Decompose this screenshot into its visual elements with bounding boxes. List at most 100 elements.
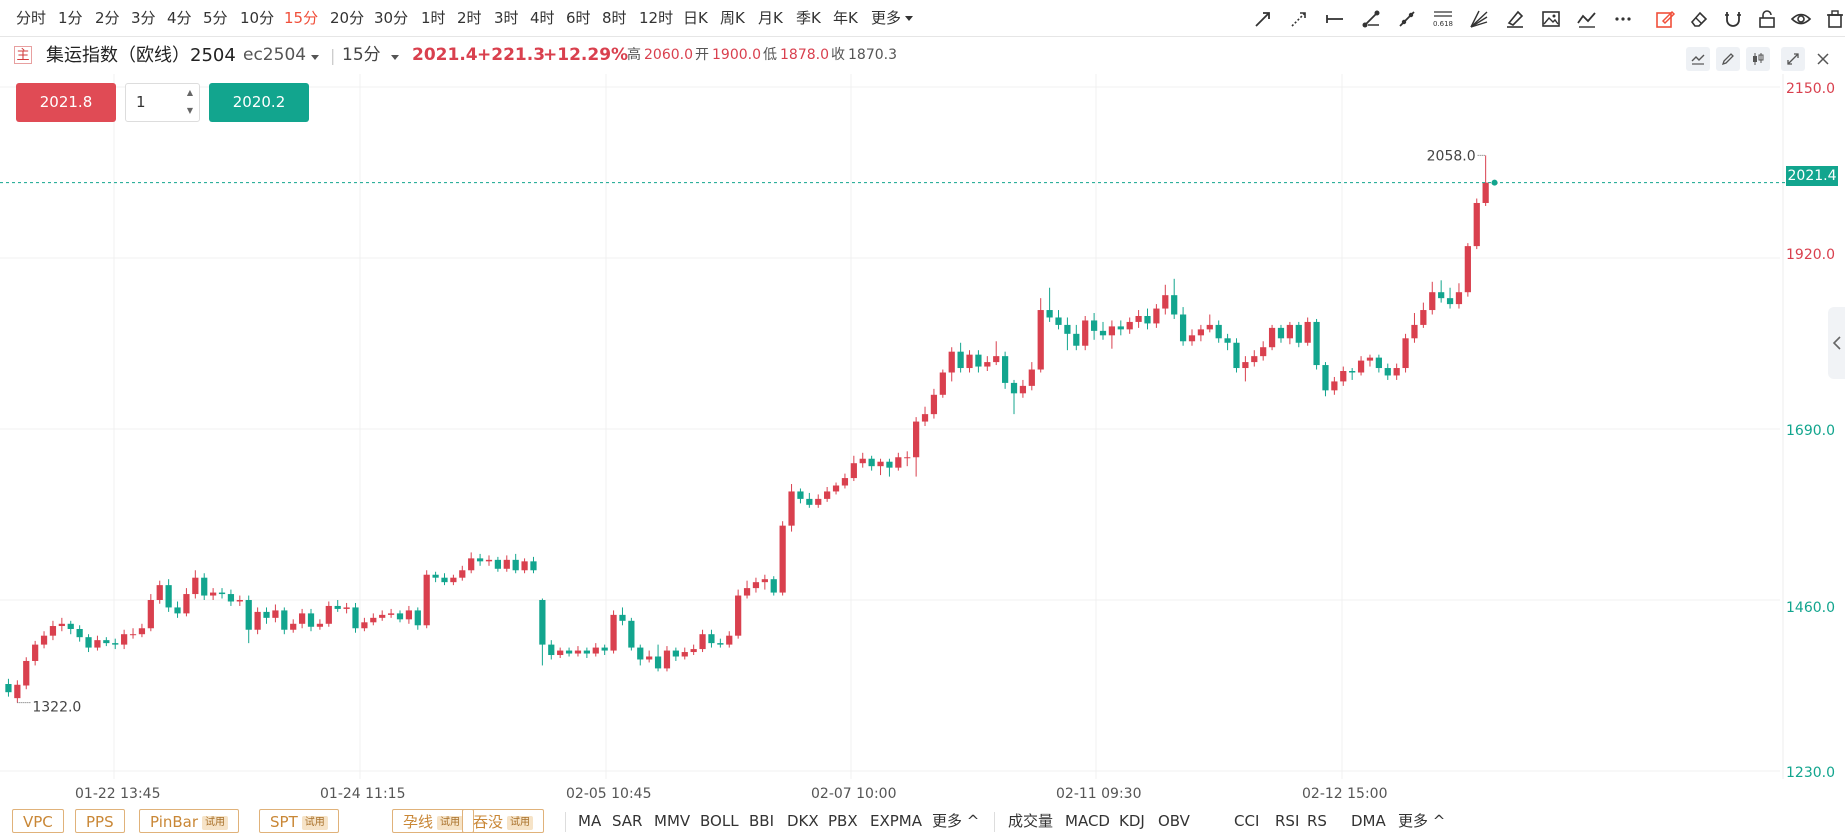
close-label: 收: [831, 47, 845, 63]
eraser-icon[interactable]: [1686, 6, 1712, 32]
candle-body: [476, 558, 484, 562]
timeframe-10[interactable]: 30分: [374, 9, 409, 27]
code-dropdown-icon[interactable]: [311, 55, 319, 60]
candle-body: [236, 600, 243, 602]
signal-tag[interactable]: 吞没 试用: [462, 809, 545, 833]
timeframe-6[interactable]: 5分: [203, 9, 228, 27]
candle-body: [1010, 382, 1018, 394]
signal-tag-label: 吞没: [473, 813, 504, 831]
sub-indicator-9[interactable]: 更多 ^: [1398, 812, 1446, 830]
candle-body: [405, 610, 413, 620]
timeframe-9[interactable]: 20分: [330, 9, 365, 27]
candlestick-chart[interactable]: 2058.0 1322.0: [0, 74, 1845, 779]
sub-indicator-6[interactable]: RSI: [1275, 812, 1300, 830]
more-chevron-icon[interactable]: [905, 16, 913, 21]
main-indicator-4[interactable]: BOLL: [700, 812, 739, 830]
sub-indicator-3[interactable]: KDJ: [1119, 812, 1145, 830]
main-indicator-9[interactable]: 更多 ^: [932, 812, 980, 830]
main-indicator-1[interactable]: MA: [578, 812, 602, 830]
candle-body: [245, 600, 252, 630]
timeframe-13[interactable]: 3时: [494, 9, 519, 27]
dashed-ray-icon[interactable]: [1286, 6, 1312, 32]
segment-icon[interactable]: [1358, 6, 1384, 32]
gann-fan-icon[interactable]: [1466, 6, 1492, 32]
image-icon[interactable]: [1538, 6, 1564, 32]
timeframe-1[interactable]: 分时: [16, 9, 47, 27]
fibonacci-icon[interactable]: 0.618: [1430, 6, 1456, 32]
main-indicator-2[interactable]: SAR: [612, 812, 643, 830]
timeframe-5[interactable]: 4分: [167, 9, 192, 27]
main-contract-badge: 主: [14, 46, 32, 64]
quantity-value[interactable]: 1: [136, 93, 146, 111]
brush-icon[interactable]: [1502, 6, 1528, 32]
instrument-code[interactable]: ec2504: [243, 45, 307, 65]
sell-button[interactable]: 2021.8: [16, 83, 116, 122]
sub-indicator-8[interactable]: DMA: [1351, 812, 1386, 830]
buy-button[interactable]: 2020.2: [209, 83, 309, 122]
sub-indicator-1[interactable]: 成交量: [1008, 812, 1054, 830]
fullscreen-icon[interactable]: [1781, 47, 1805, 71]
indicator-settings-icon[interactable]: [1686, 47, 1710, 71]
timeframe-20[interactable]: 月K: [758, 9, 783, 27]
ray-arrow-icon[interactable]: [1250, 6, 1276, 32]
timeframe-2[interactable]: 1分: [58, 9, 83, 27]
more-tools-icon[interactable]: [1610, 6, 1636, 32]
signal-tag[interactable]: 孕线 试用: [392, 809, 475, 833]
timeframe-16[interactable]: 8时: [602, 9, 627, 27]
polyline-icon[interactable]: [1574, 6, 1600, 32]
timeframe-18[interactable]: 日K: [683, 9, 708, 27]
candle-body: [1028, 369, 1035, 386]
close-icon[interactable]: [1811, 47, 1835, 71]
signal-tag-label: PinBar: [150, 813, 199, 831]
candle-style-icon[interactable]: [1746, 47, 1770, 71]
lock-icon[interactable]: [1754, 6, 1780, 32]
timeframe-8[interactable]: 15分: [284, 9, 319, 27]
main-indicator-7[interactable]: PBX: [828, 812, 858, 830]
timeframe-14[interactable]: 4时: [530, 9, 555, 27]
horizontal-line-icon[interactable]: [1322, 6, 1348, 32]
main-indicator-6[interactable]: DKX: [787, 812, 819, 830]
timeframe-21[interactable]: 季K: [796, 9, 821, 27]
eye-icon[interactable]: [1788, 6, 1814, 32]
period-dropdown-icon[interactable]: [391, 55, 399, 60]
quantity-stepper[interactable]: 1 ▲ ▼: [125, 83, 200, 122]
side-panel-toggle[interactable]: [1828, 307, 1845, 379]
trash-icon[interactable]: [1822, 6, 1845, 32]
main-indicator-3[interactable]: MMV: [654, 812, 691, 830]
sub-indicator-4[interactable]: OBV: [1158, 812, 1190, 830]
instrument-name[interactable]: 集运指数（欧线）2504: [46, 45, 236, 66]
signal-tag[interactable]: PPS: [75, 809, 125, 833]
increment-icon[interactable]: ▲: [186, 88, 193, 97]
instrument-header: 主 集运指数（欧线）2504 ec2504 | 15分 2021.4 +221.…: [0, 37, 1845, 74]
pen-icon[interactable]: [1716, 47, 1740, 71]
timeframe-12[interactable]: 2时: [457, 9, 482, 27]
sub-indicator-2[interactable]: MACD: [1065, 812, 1110, 830]
candle-body: [1090, 320, 1098, 331]
signal-tag[interactable]: SPT 试用: [259, 809, 339, 833]
signal-tag[interactable]: PinBar 试用: [139, 809, 240, 833]
edit-active-icon[interactable]: [1652, 6, 1678, 32]
time-tick-label: 01-22 13:45: [75, 786, 161, 802]
sub-indicator-7[interactable]: RS: [1307, 812, 1327, 830]
timeframe-11[interactable]: 1时: [421, 9, 446, 27]
timeframe-23[interactable]: 更多: [871, 9, 902, 27]
main-indicator-5[interactable]: BBI: [749, 812, 775, 830]
timeframe-22[interactable]: 年K: [833, 9, 858, 27]
candle-body: [1019, 385, 1027, 394]
candle-body: [1055, 317, 1062, 325]
timeframe-19[interactable]: 周K: [720, 9, 745, 27]
candle-body: [743, 588, 751, 596]
main-indicator-8[interactable]: EXPMA: [870, 812, 923, 830]
timeframe-15[interactable]: 6时: [566, 9, 591, 27]
timeframe-3[interactable]: 2分: [95, 9, 120, 27]
timeframe-7[interactable]: 10分: [240, 9, 275, 27]
period-selector[interactable]: 15分: [342, 45, 381, 65]
signal-tag[interactable]: VPC: [12, 809, 64, 833]
trend-line-icon[interactable]: [1394, 6, 1420, 32]
timeframe-4[interactable]: 3分: [131, 9, 156, 27]
sub-indicator-5[interactable]: CCI: [1234, 812, 1260, 830]
decrement-icon[interactable]: ▼: [186, 106, 193, 115]
timeframe-17[interactable]: 12时: [639, 9, 674, 27]
magnet-icon[interactable]: [1720, 6, 1746, 32]
candle-body: [708, 634, 715, 644]
